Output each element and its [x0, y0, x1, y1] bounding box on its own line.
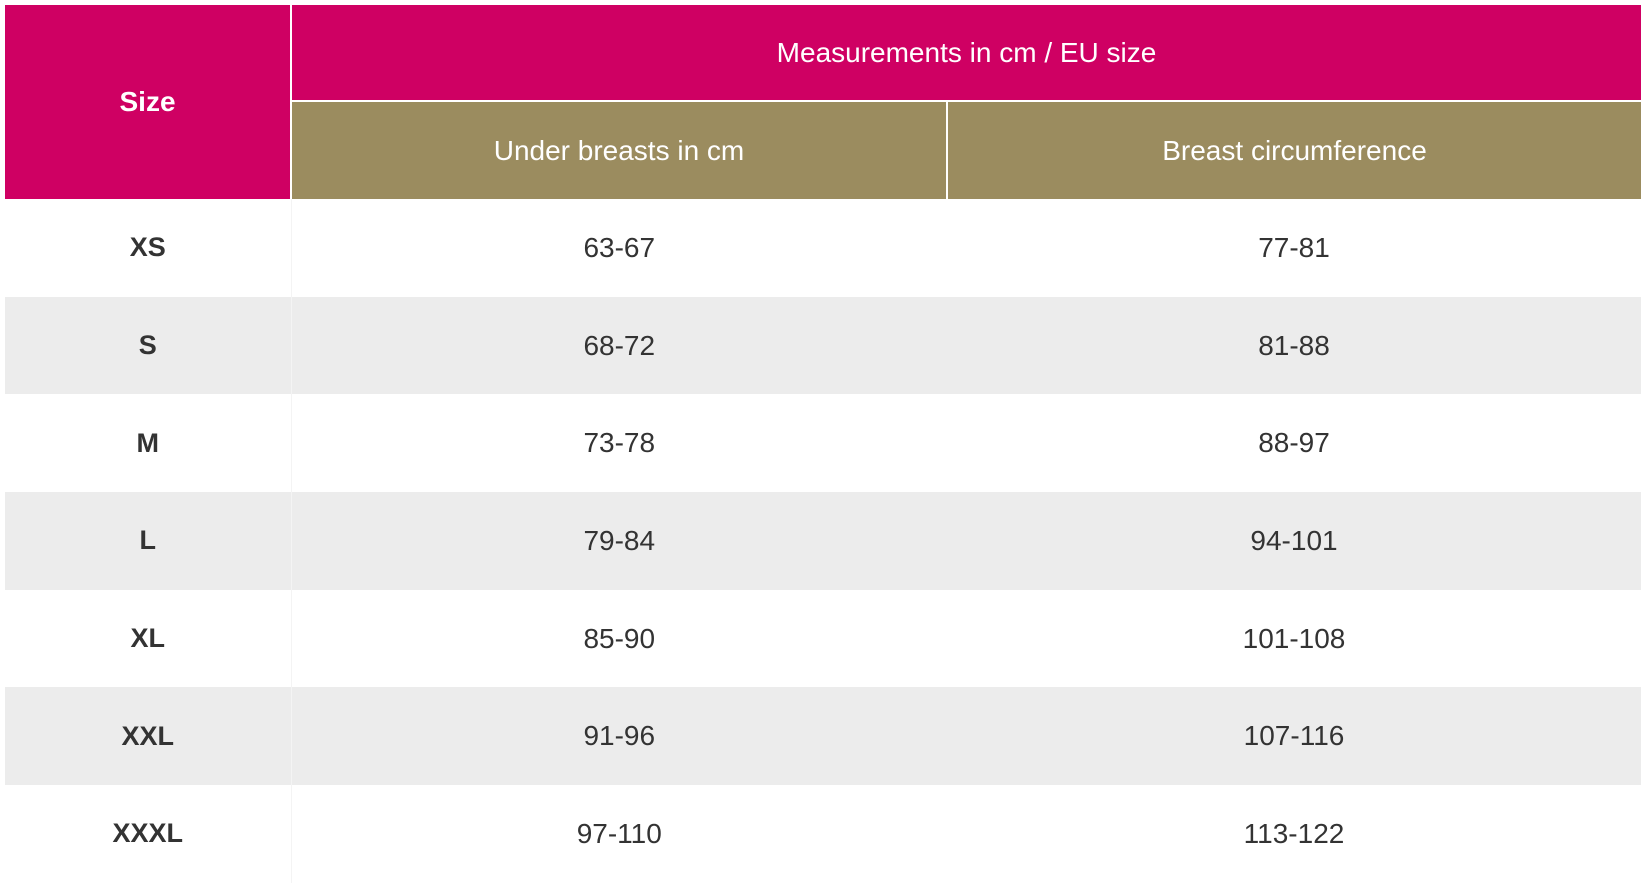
breast-circumference-cell: 88-97 — [947, 394, 1642, 493]
under-breast-cell: 68-72 — [291, 296, 947, 395]
breast-circumference-cell: 94-101 — [947, 492, 1642, 590]
size-cell: XL — [5, 589, 292, 688]
size-cell: M — [5, 394, 292, 493]
table-row: L 79-84 94-101 — [5, 492, 1642, 590]
size-cell: S — [5, 296, 292, 395]
table-row: XXL 91-96 107-116 — [5, 687, 1642, 786]
table-row: XS 63-67 77-81 — [5, 199, 1642, 297]
breast-circumference-cell: 107-116 — [947, 687, 1642, 786]
under-breast-cell: 63-67 — [291, 199, 947, 297]
table-row: XL 85-90 101-108 — [5, 589, 1642, 688]
under-breast-cell: 85-90 — [291, 589, 947, 688]
table-row: S 68-72 81-88 — [5, 296, 1642, 395]
breast-circumference-cell: 113-122 — [947, 785, 1642, 883]
breast-circumference-cell: 101-108 — [947, 589, 1642, 688]
header-measurements-group: Measurements in cm / EU size — [291, 5, 1642, 103]
header-under-breasts: Under breasts in cm — [291, 101, 948, 199]
table-body: XS 63-67 77-81 S 68-72 81-88 M 73-78 88-… — [5, 199, 1642, 883]
under-breast-cell: 79-84 — [291, 492, 947, 590]
under-breast-cell: 91-96 — [291, 687, 947, 786]
size-chart-table: Size Measurements in cm / EU size Under … — [5, 5, 1642, 883]
table-row: M 73-78 88-97 — [5, 394, 1642, 493]
size-cell: XS — [5, 199, 292, 297]
header-breast-circumference: Breast circumference — [947, 101, 1642, 199]
size-cell: XXXL — [5, 785, 292, 883]
under-breast-cell: 73-78 — [291, 394, 947, 493]
table-header: Size Measurements in cm / EU size Under … — [5, 5, 1642, 199]
size-cell: XXL — [5, 687, 292, 786]
header-size: Size — [5, 5, 292, 199]
breast-circumference-cell: 77-81 — [947, 199, 1642, 297]
breast-circumference-cell: 81-88 — [947, 296, 1642, 395]
size-cell: L — [5, 492, 292, 590]
table-row: XXXL 97-110 113-122 — [5, 785, 1642, 883]
under-breast-cell: 97-110 — [291, 785, 947, 883]
